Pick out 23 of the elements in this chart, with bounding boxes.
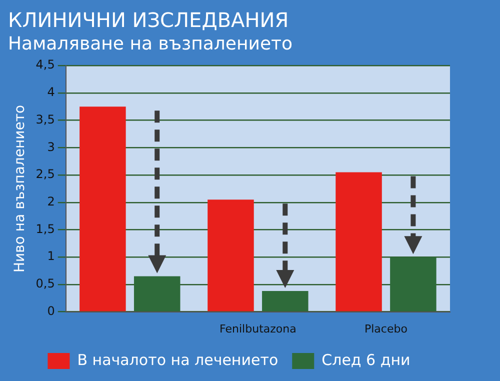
- y-tick-label: 2,5: [36, 167, 55, 182]
- y-tick-label: 4: [47, 85, 55, 100]
- y-tick-label: 3: [47, 140, 55, 154]
- y-tick-label: 0: [47, 304, 55, 318]
- chart-subtitle: Намаляване на възпалението: [8, 33, 293, 54]
- bar: [390, 257, 436, 312]
- y-tick-label: 3,5: [36, 112, 55, 126]
- y-tick-label: 0,5: [36, 276, 55, 291]
- bar: [208, 200, 254, 312]
- bar: [336, 172, 382, 312]
- y-tick-label: 2: [47, 194, 55, 209]
- x-tick-label: Placebo: [364, 322, 408, 336]
- bar: [134, 276, 180, 312]
- legend-label: В началото на лечението: [77, 350, 278, 369]
- y-tick-label: 4,5: [36, 58, 55, 72]
- y-axis-title: Ниво на възпалението: [12, 104, 28, 272]
- chart-title: КЛИНИЧНИ ИЗСЛЕДВАНИЯ: [8, 8, 289, 32]
- y-tick-label: 1,5: [36, 222, 55, 236]
- bar: [80, 106, 126, 312]
- legend-label: След 6 дни: [322, 350, 410, 369]
- y-tick-label: 1: [47, 249, 55, 264]
- x-tick-label: Fenilbutazona: [220, 322, 296, 336]
- bar: [262, 291, 308, 312]
